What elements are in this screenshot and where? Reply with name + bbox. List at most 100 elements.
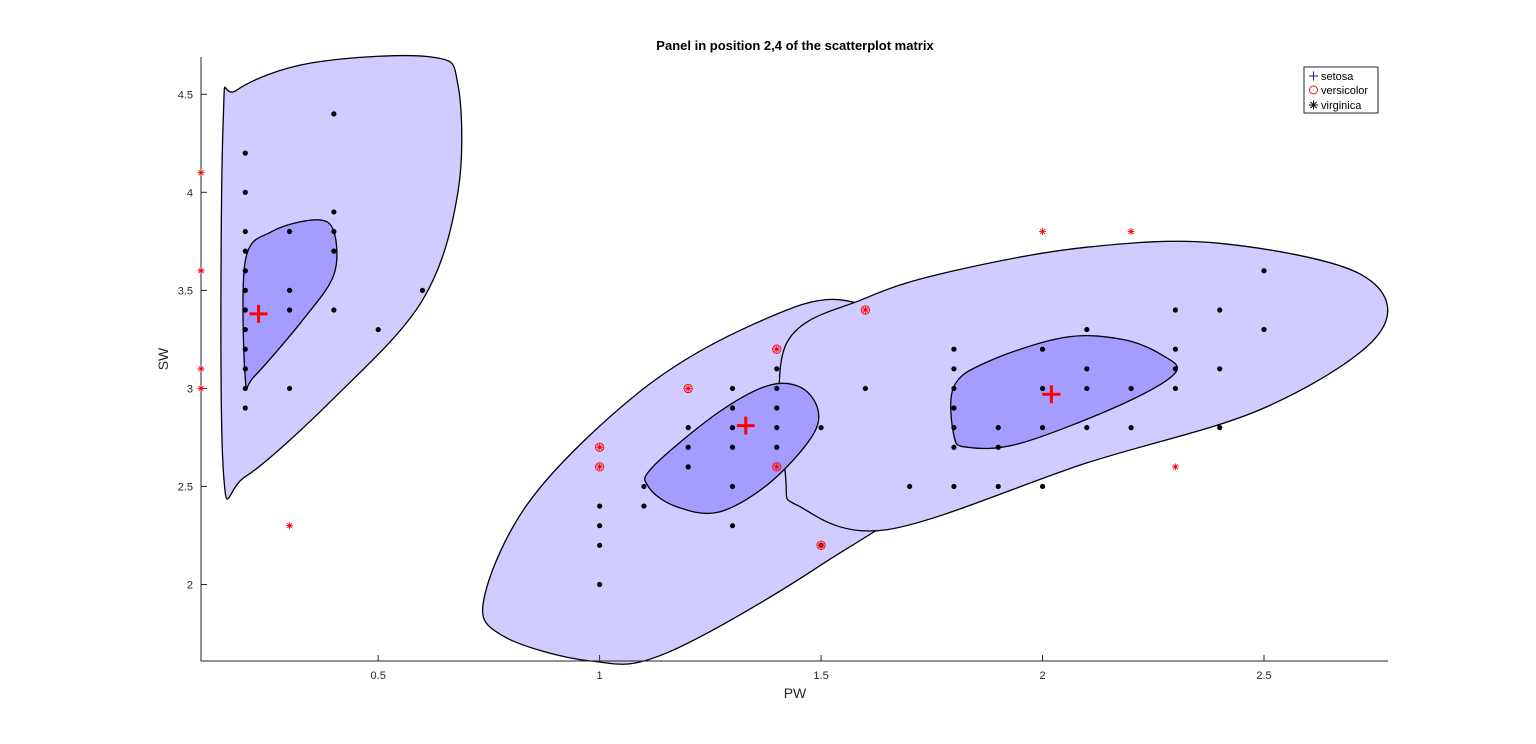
virginica-data-point — [1172, 366, 1179, 372]
virginica-data-point — [1039, 425, 1046, 431]
setosa-data-point — [331, 228, 337, 235]
y-tick-label: 4 — [187, 187, 193, 199]
versicolor-data-point — [729, 425, 736, 431]
y-axis-label: SW — [155, 347, 171, 370]
versicolor-outlier-ring — [772, 462, 782, 472]
versicolor-data-point — [685, 464, 691, 470]
virginica-data-point — [995, 425, 1001, 431]
virginica-data-point — [1172, 307, 1179, 313]
virginica-data-point — [951, 366, 957, 372]
setosa-data-point — [242, 405, 248, 411]
setosa-data-point — [242, 189, 248, 195]
setosa-data-point — [331, 248, 337, 254]
setosa-data-point — [242, 326, 248, 333]
legend-label-versicolor: versicolor — [1321, 85, 1368, 97]
versicolor-outlier-ring — [594, 462, 605, 472]
plus-marker-icon — [1309, 71, 1318, 81]
versicolor-data-point — [685, 444, 691, 450]
versicolor-data-point — [729, 483, 736, 490]
setosa-data-point — [242, 248, 248, 254]
versicolor-data-point — [729, 523, 736, 529]
setosa-data-point — [331, 209, 337, 215]
versicolor-outlier-point — [684, 385, 692, 392]
virginica-outlier-point — [1127, 228, 1135, 235]
virginica-data-point — [951, 385, 957, 392]
setosa-data-point — [331, 307, 337, 313]
versicolor-data-point — [597, 542, 603, 548]
virginica-data-point — [1084, 326, 1090, 333]
virginica-data-point — [1039, 385, 1046, 392]
versicolor-outlier-point — [861, 306, 869, 314]
versicolor-data-point — [729, 444, 736, 450]
versicolor-outlier-ring — [816, 540, 826, 550]
versicolor-outlier-ring — [860, 305, 871, 315]
density-regions — [220, 54, 1389, 665]
legend: setosa versicolor virginica — [1303, 66, 1379, 114]
versicolor-data-point — [774, 366, 780, 372]
versicolor-outlier-ring — [683, 383, 693, 394]
virginica-data-point — [1039, 483, 1046, 490]
y-tick-label: 4.5 — [178, 89, 193, 101]
x-tick-label: 0.5 — [371, 670, 386, 682]
chart-title: Panel in position 2,4 of the scatterplot… — [656, 38, 934, 53]
setosa-data-point — [242, 346, 248, 352]
virginica-data-point — [1217, 307, 1223, 313]
virginica-outlier-point — [1172, 463, 1179, 471]
versicolor-center-marker — [736, 416, 755, 435]
data-points — [242, 111, 1267, 588]
x-tick-label: 1 — [597, 670, 603, 682]
x-ticks: 0.5 1 1.5 2 2.5 — [371, 655, 1272, 682]
setosa-outlier-point — [286, 522, 293, 530]
virginica-data-point — [1084, 366, 1090, 372]
versicolor-data-point — [597, 523, 603, 529]
virginica-data-point — [951, 444, 957, 450]
setosa-outer-region — [220, 54, 463, 500]
legend-label-setosa: setosa — [1321, 71, 1354, 83]
x-axis-label: PW — [784, 685, 807, 701]
versicolor-data-point — [641, 503, 647, 509]
virginica-data-point — [907, 483, 913, 490]
virginica-data-point — [995, 483, 1001, 490]
setosa-data-point — [286, 287, 293, 293]
setosa-data-point — [242, 150, 248, 156]
setosa-data-point — [331, 111, 337, 117]
versicolor-data-point — [597, 503, 603, 509]
versicolor-data-point — [641, 483, 647, 490]
outlier-points — [197, 169, 1179, 550]
legend-item-virginica: virginica — [1309, 100, 1362, 112]
x-tick-label: 2.5 — [1256, 670, 1271, 682]
versicolor-data-point — [774, 385, 780, 392]
versicolor-outlier-point — [596, 443, 604, 451]
virginica-data-point — [1217, 366, 1223, 372]
virginica-data-point — [1084, 385, 1090, 392]
versicolor-data-point — [818, 425, 824, 431]
virginica-data-point — [1128, 425, 1134, 431]
versicolor-data-point — [597, 581, 603, 588]
versicolor-data-point — [774, 444, 780, 450]
y-tick-label: 3 — [187, 383, 193, 395]
virginica-center-marker — [1042, 385, 1061, 404]
setosa-data-point — [286, 385, 293, 392]
virginica-data-point — [1084, 425, 1090, 431]
virginica-data-point — [1039, 346, 1046, 352]
setosa-data-point — [286, 228, 293, 235]
setosa-outlier-point — [197, 267, 205, 275]
virginica-data-point — [951, 425, 957, 431]
versicolor-data-point — [729, 405, 736, 411]
virginica-data-point — [862, 385, 868, 392]
legend-item-setosa: setosa — [1309, 71, 1354, 83]
setosa-data-point — [375, 326, 381, 333]
virginica-data-point — [1128, 385, 1134, 392]
versicolor-data-point — [729, 385, 736, 392]
virginica-data-point — [1261, 326, 1267, 333]
setosa-data-point — [242, 268, 248, 274]
y-tick-label: 2 — [187, 580, 193, 592]
y-tick-label: 2.5 — [178, 481, 193, 493]
versicolor-outlier-ring — [594, 442, 605, 452]
y-ticks: 2 2.5 3 3.5 4 4.5 — [178, 89, 207, 592]
setosa-data-point — [286, 307, 293, 313]
virginica-data-point — [1217, 425, 1223, 431]
setosa-data-point — [242, 385, 248, 392]
setosa-data-point — [242, 228, 248, 235]
